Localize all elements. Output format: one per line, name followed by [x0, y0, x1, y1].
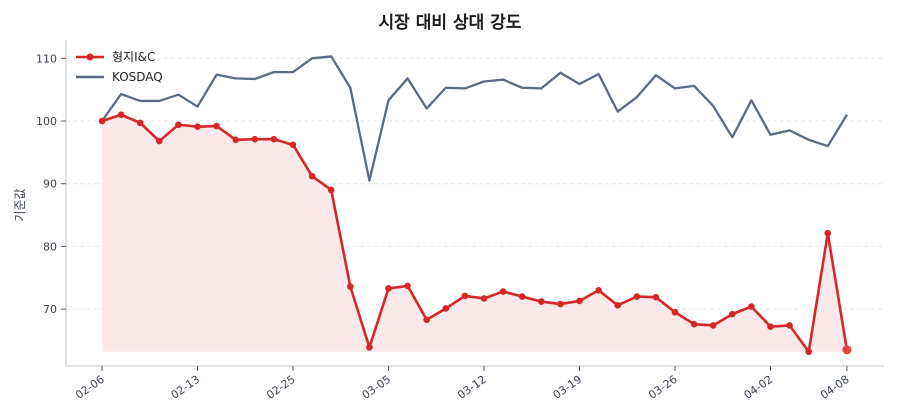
x-ticks: 02-06 02-13 02-25 03-05 03-12 03-19 03-26 04-02…: [73, 366, 852, 402]
data-point: [156, 137, 163, 145]
x-tick-label: 04-08: [818, 373, 852, 402]
y-tick-label: 100: [36, 115, 57, 128]
data-point: [518, 293, 526, 300]
data-point: [824, 229, 832, 237]
y-tick-label: 110: [36, 52, 57, 65]
data-point: [442, 305, 450, 312]
x-tick-label: 03-19: [551, 373, 585, 402]
legend-marker-hyungji: [86, 53, 94, 61]
data-point: [308, 172, 316, 180]
axes: [65, 40, 884, 367]
data-point: [538, 298, 545, 305]
data-point: [136, 119, 144, 127]
y-tick-label: 70: [43, 303, 57, 316]
y-ticks: 70 80 90 100 110: [36, 52, 66, 316]
data-point: [748, 303, 755, 310]
data-point: [289, 141, 297, 149]
data-point: [786, 322, 793, 329]
x-tick-label: 04-02: [742, 373, 776, 402]
data-point: [671, 308, 679, 316]
y-axis-label: 기준값: [13, 188, 27, 221]
legend-label-hyungji: 형지I&C: [112, 50, 155, 64]
series-hyungji: [98, 111, 852, 356]
x-tick-label: 03-26: [646, 373, 680, 402]
data-point: [423, 316, 431, 324]
y-tick-label: 80: [43, 240, 57, 253]
data-point: [729, 310, 736, 318]
data-point: [652, 293, 660, 301]
data-point: [461, 292, 469, 300]
data-point: [194, 123, 201, 130]
data-point: [270, 135, 278, 143]
chart-title: 시장 대비 상대 강도: [379, 13, 522, 33]
data-point: [633, 293, 641, 300]
data-point: [117, 111, 125, 119]
x-tick-label: 03-05: [360, 373, 394, 402]
data-point: [232, 136, 239, 144]
data-point: [404, 282, 411, 290]
data-point: [499, 288, 507, 295]
data-point: [557, 300, 564, 308]
x-tick-label: 02-06: [73, 373, 107, 402]
data-point: [98, 117, 106, 125]
data-point: [251, 135, 259, 143]
data-point: [690, 320, 698, 328]
data-point: [709, 322, 717, 329]
data-point: [480, 295, 488, 302]
data-point: [213, 122, 220, 130]
x-tick-label: 02-25: [264, 373, 298, 402]
data-point: [805, 348, 812, 356]
legend: 형지I&C KOSDAQ: [76, 50, 163, 84]
x-tick-label: 03-12: [455, 373, 489, 402]
data-point: [366, 344, 373, 351]
series-kosdaq: [101, 55, 848, 182]
data-point: [767, 323, 774, 330]
y-tick-label: 90: [43, 178, 57, 191]
legend-label-kosdaq: KOSDAQ: [112, 70, 163, 84]
data-point: [327, 186, 335, 194]
data-point: [175, 121, 182, 129]
data-point: [614, 302, 621, 309]
x-tick-label: 02-13: [169, 373, 203, 402]
fill-area: [102, 114, 847, 352]
data-point: [595, 286, 602, 294]
data-point: [576, 297, 583, 305]
data-point: [385, 285, 392, 292]
data-point: [347, 283, 354, 290]
data-point: [842, 345, 852, 355]
